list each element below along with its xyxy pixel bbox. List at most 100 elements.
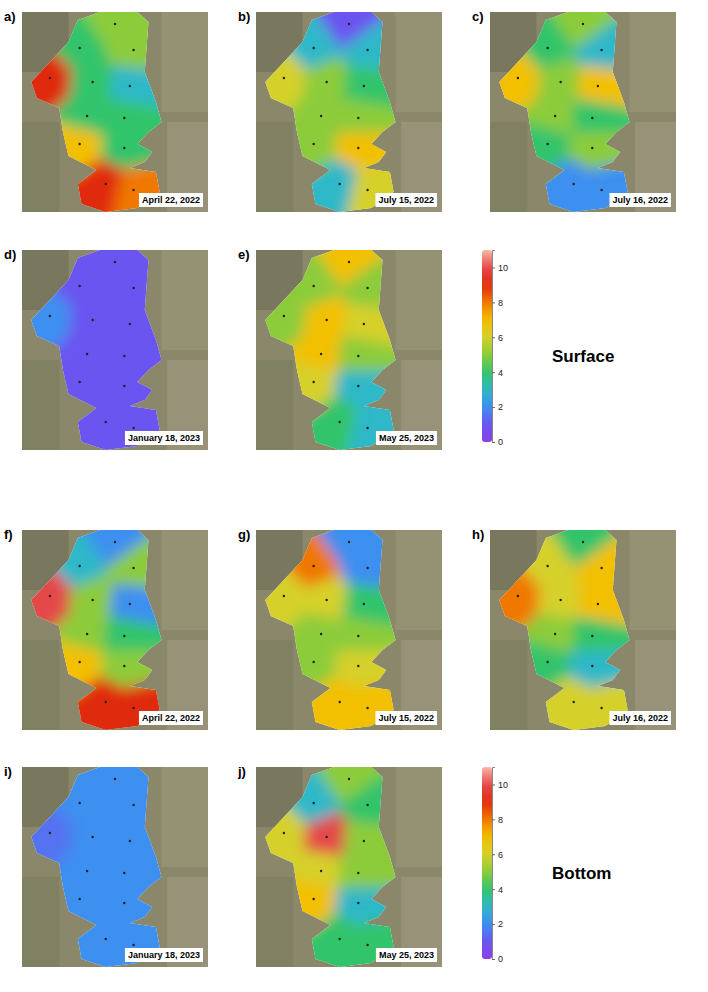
cell (236, 677, 357, 750)
field (490, 122, 527, 212)
station (312, 381, 314, 383)
panel-letter: c) (472, 9, 484, 24)
station (86, 353, 88, 355)
station (283, 832, 285, 834)
cell (339, 854, 462, 888)
cell (236, 875, 337, 978)
station (339, 938, 341, 940)
station (559, 81, 561, 83)
station (339, 701, 341, 703)
station (591, 117, 593, 119)
station (325, 81, 327, 83)
station (320, 870, 322, 872)
station (123, 872, 125, 874)
date-label: July 16, 2022 (612, 713, 668, 723)
field-clip (470, 0, 696, 232)
cells (236, 230, 462, 470)
station (363, 85, 365, 87)
cell (2, 677, 123, 750)
station (132, 567, 134, 569)
panel-letter: b) (238, 9, 250, 24)
cell (304, 295, 347, 339)
station (86, 115, 88, 117)
station (129, 603, 131, 605)
cell (106, 0, 228, 78)
colorbar-domain (493, 768, 496, 960)
field (256, 360, 293, 450)
station (357, 665, 359, 667)
station (78, 285, 80, 287)
station (357, 635, 359, 637)
cells (236, 747, 462, 987)
station (78, 381, 80, 383)
station (366, 944, 368, 946)
station (78, 898, 80, 900)
panel-letter: d) (4, 247, 16, 262)
tick-label: 4 (498, 368, 503, 378)
station (283, 77, 285, 79)
date-box (125, 431, 203, 445)
cell (110, 902, 228, 987)
field-clip (236, 230, 462, 470)
cell (2, 638, 103, 741)
station (600, 189, 602, 191)
cell (236, 358, 337, 461)
cell (236, 120, 337, 223)
colorbar-tick: 4 (492, 368, 503, 378)
field-clip (2, 510, 228, 750)
colorbar-domain (493, 251, 496, 443)
field (396, 767, 443, 867)
tick-mark (492, 302, 495, 303)
station (320, 115, 322, 117)
date-box (376, 431, 437, 445)
cells (470, 510, 696, 750)
station (366, 707, 368, 709)
cell (110, 665, 228, 750)
station (123, 385, 125, 387)
station (312, 143, 314, 145)
panel-letter: a) (4, 9, 16, 24)
station (91, 81, 93, 83)
cell (105, 617, 228, 651)
station (517, 595, 519, 597)
cell (569, 651, 696, 688)
colorbar-tick: 0 (492, 437, 503, 447)
cell (105, 337, 228, 371)
station (129, 840, 131, 842)
group-label: Surface (552, 347, 614, 366)
station (91, 836, 93, 838)
station (132, 944, 134, 946)
station (348, 778, 350, 780)
cell (106, 230, 228, 316)
station (123, 902, 125, 904)
station (325, 319, 327, 321)
station (600, 707, 602, 709)
panel: May 25, 2023 (236, 747, 462, 987)
field (22, 122, 59, 212)
field (396, 530, 443, 630)
colorbar-tick: 10 (492, 780, 508, 790)
cell (470, 638, 571, 741)
station (78, 802, 80, 804)
cell (335, 371, 462, 408)
tick-mark (492, 407, 495, 408)
cell (470, 677, 591, 750)
station (363, 603, 365, 605)
panel-letter: e) (238, 247, 250, 262)
cells (236, 0, 462, 232)
station (325, 599, 327, 601)
date-label: April 22, 2022 (142, 713, 200, 723)
field-clip (2, 230, 228, 470)
station (78, 143, 80, 145)
station (129, 323, 131, 325)
station (357, 147, 359, 149)
cell (2, 875, 103, 978)
panel-letter: g) (238, 527, 250, 542)
station (348, 23, 350, 25)
station (325, 836, 327, 838)
station (348, 261, 350, 263)
cell (340, 510, 462, 596)
cells (2, 747, 228, 987)
panel: July 16, 2022 (470, 0, 696, 232)
tick-label: 4 (498, 885, 503, 895)
